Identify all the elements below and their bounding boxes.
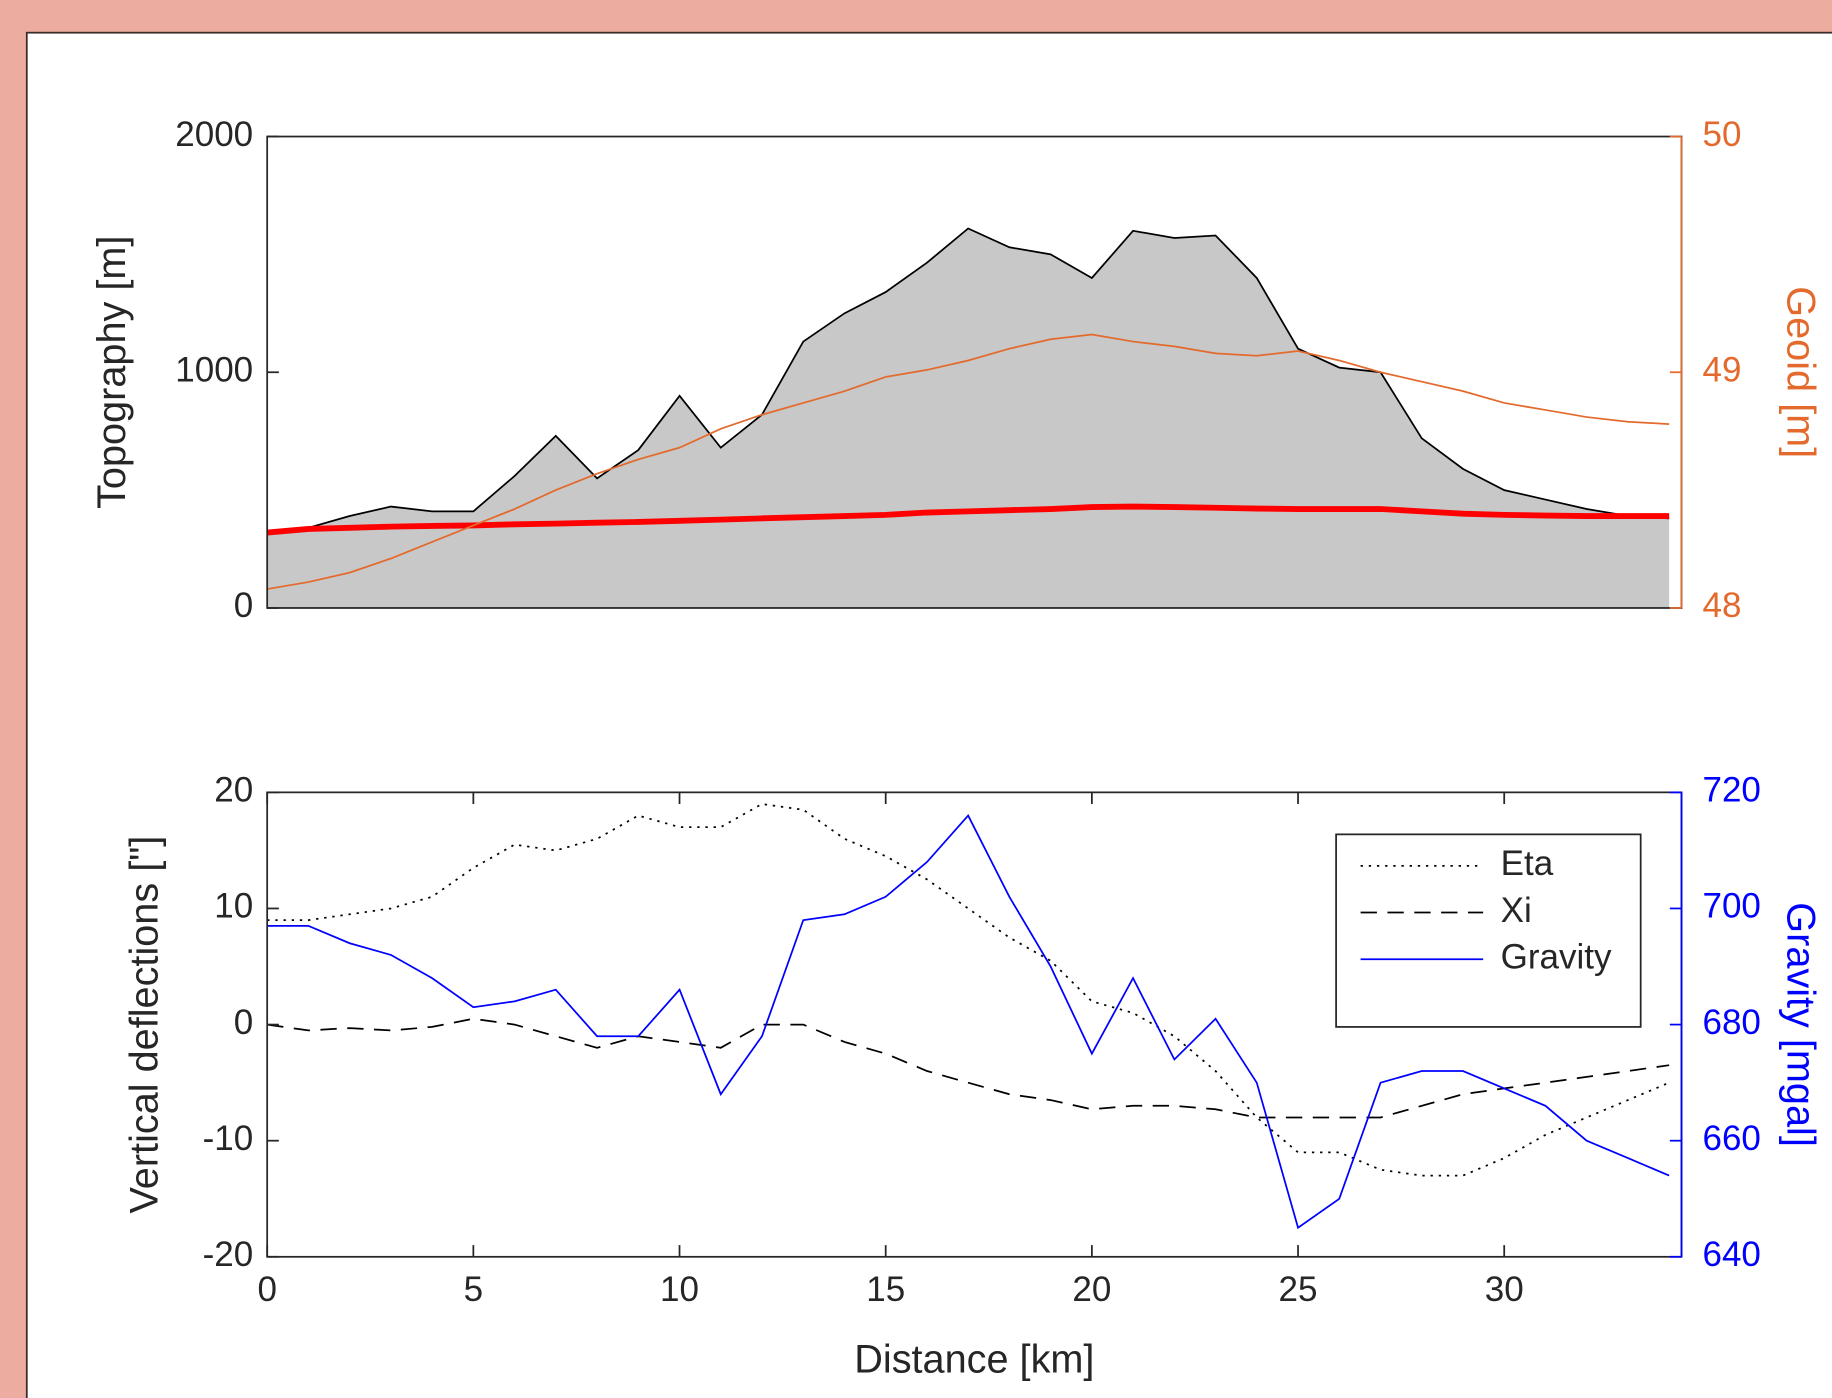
x-tick-label: 15 <box>866 1270 905 1309</box>
panel <box>25 31 1832 1398</box>
legend-box <box>1335 833 1642 1028</box>
legend-label: Gravity <box>1501 937 1612 976</box>
y2-tick-label: 640 <box>1703 1235 1761 1274</box>
y2-tick-label: 48 <box>1703 586 1742 625</box>
y2-tick-label: 49 <box>1703 351 1742 390</box>
x-axis-label: Distance [km] <box>854 1337 1094 1381</box>
area-fill <box>267 228 1670 608</box>
legend-label: Xi <box>1501 891 1532 930</box>
y2-tick-label: 660 <box>1703 1119 1761 1158</box>
y-tick-label: 0 <box>234 586 253 625</box>
x-tick-label: 10 <box>660 1270 699 1309</box>
series-line <box>267 333 1670 590</box>
x-tick-label: 0 <box>257 1270 276 1309</box>
series-line <box>267 1017 1670 1119</box>
legend-label: Eta <box>1501 844 1554 883</box>
y2-tick-label: 700 <box>1703 887 1761 926</box>
y-tick-label: 0 <box>234 1003 253 1042</box>
y-tick-label: -20 <box>203 1235 254 1274</box>
y-axis-label: Topography [m] <box>90 236 134 509</box>
series-line <box>267 227 1670 534</box>
y-tick-label: 20 <box>214 771 253 810</box>
x-tick-label: 25 <box>1279 1270 1318 1309</box>
y-tick-label: 10 <box>214 887 253 926</box>
x-tick-label: 30 <box>1485 1270 1524 1309</box>
y-tick-label: 2000 <box>175 115 253 154</box>
y2-tick-label: 720 <box>1703 771 1761 810</box>
series-line <box>267 814 1670 1230</box>
y-tick-label: -10 <box>203 1119 254 1158</box>
x-tick-label: 5 <box>464 1270 483 1309</box>
y2-tick-label: 680 <box>1703 1003 1761 1042</box>
series-line <box>266 503 1670 536</box>
x-tick-label: 20 <box>1072 1270 1111 1309</box>
y2-axis-label: Gravity [mgal] <box>1779 902 1823 1147</box>
y2-tick-label: 50 <box>1703 115 1742 154</box>
y2-axis-label: Geoid [m] <box>1779 286 1823 458</box>
y-tick-label: 1000 <box>175 351 253 390</box>
y-axis-label: Vertical deflections ["] <box>122 836 166 1214</box>
